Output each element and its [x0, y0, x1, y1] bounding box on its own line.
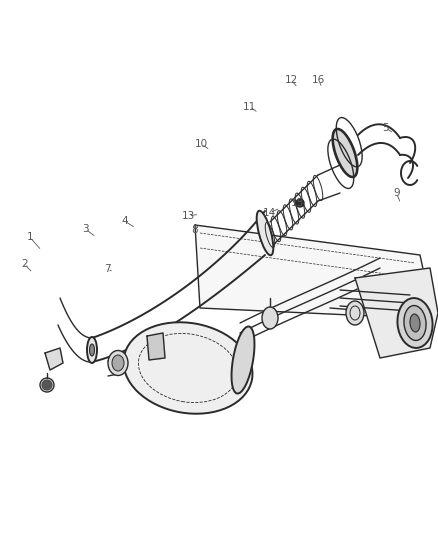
- Text: 11: 11: [243, 102, 256, 111]
- Ellipse shape: [410, 314, 420, 332]
- Circle shape: [42, 380, 52, 390]
- Polygon shape: [45, 348, 63, 370]
- Ellipse shape: [257, 211, 273, 255]
- Text: 16: 16: [312, 75, 325, 85]
- Text: 13: 13: [182, 211, 195, 221]
- Ellipse shape: [397, 298, 433, 348]
- Text: 2: 2: [21, 259, 28, 269]
- Ellipse shape: [108, 351, 128, 376]
- Ellipse shape: [89, 344, 95, 356]
- Circle shape: [296, 199, 304, 207]
- Ellipse shape: [112, 355, 124, 371]
- Text: 3: 3: [82, 224, 89, 234]
- Ellipse shape: [346, 301, 364, 325]
- Text: 10: 10: [195, 139, 208, 149]
- Text: 14: 14: [263, 208, 276, 218]
- Text: 7: 7: [104, 264, 111, 274]
- Ellipse shape: [232, 327, 254, 393]
- Ellipse shape: [333, 130, 357, 177]
- Polygon shape: [195, 225, 425, 318]
- Text: 15: 15: [291, 198, 304, 207]
- Ellipse shape: [87, 337, 97, 363]
- Text: 4: 4: [121, 216, 128, 226]
- Ellipse shape: [262, 307, 278, 329]
- Text: 5: 5: [382, 123, 389, 133]
- Ellipse shape: [404, 305, 426, 341]
- Text: 1: 1: [26, 232, 33, 242]
- Polygon shape: [147, 333, 165, 360]
- Text: 12: 12: [285, 75, 298, 85]
- Text: 9: 9: [393, 188, 400, 198]
- Text: 8: 8: [191, 225, 198, 235]
- Ellipse shape: [124, 322, 252, 414]
- Polygon shape: [355, 268, 438, 358]
